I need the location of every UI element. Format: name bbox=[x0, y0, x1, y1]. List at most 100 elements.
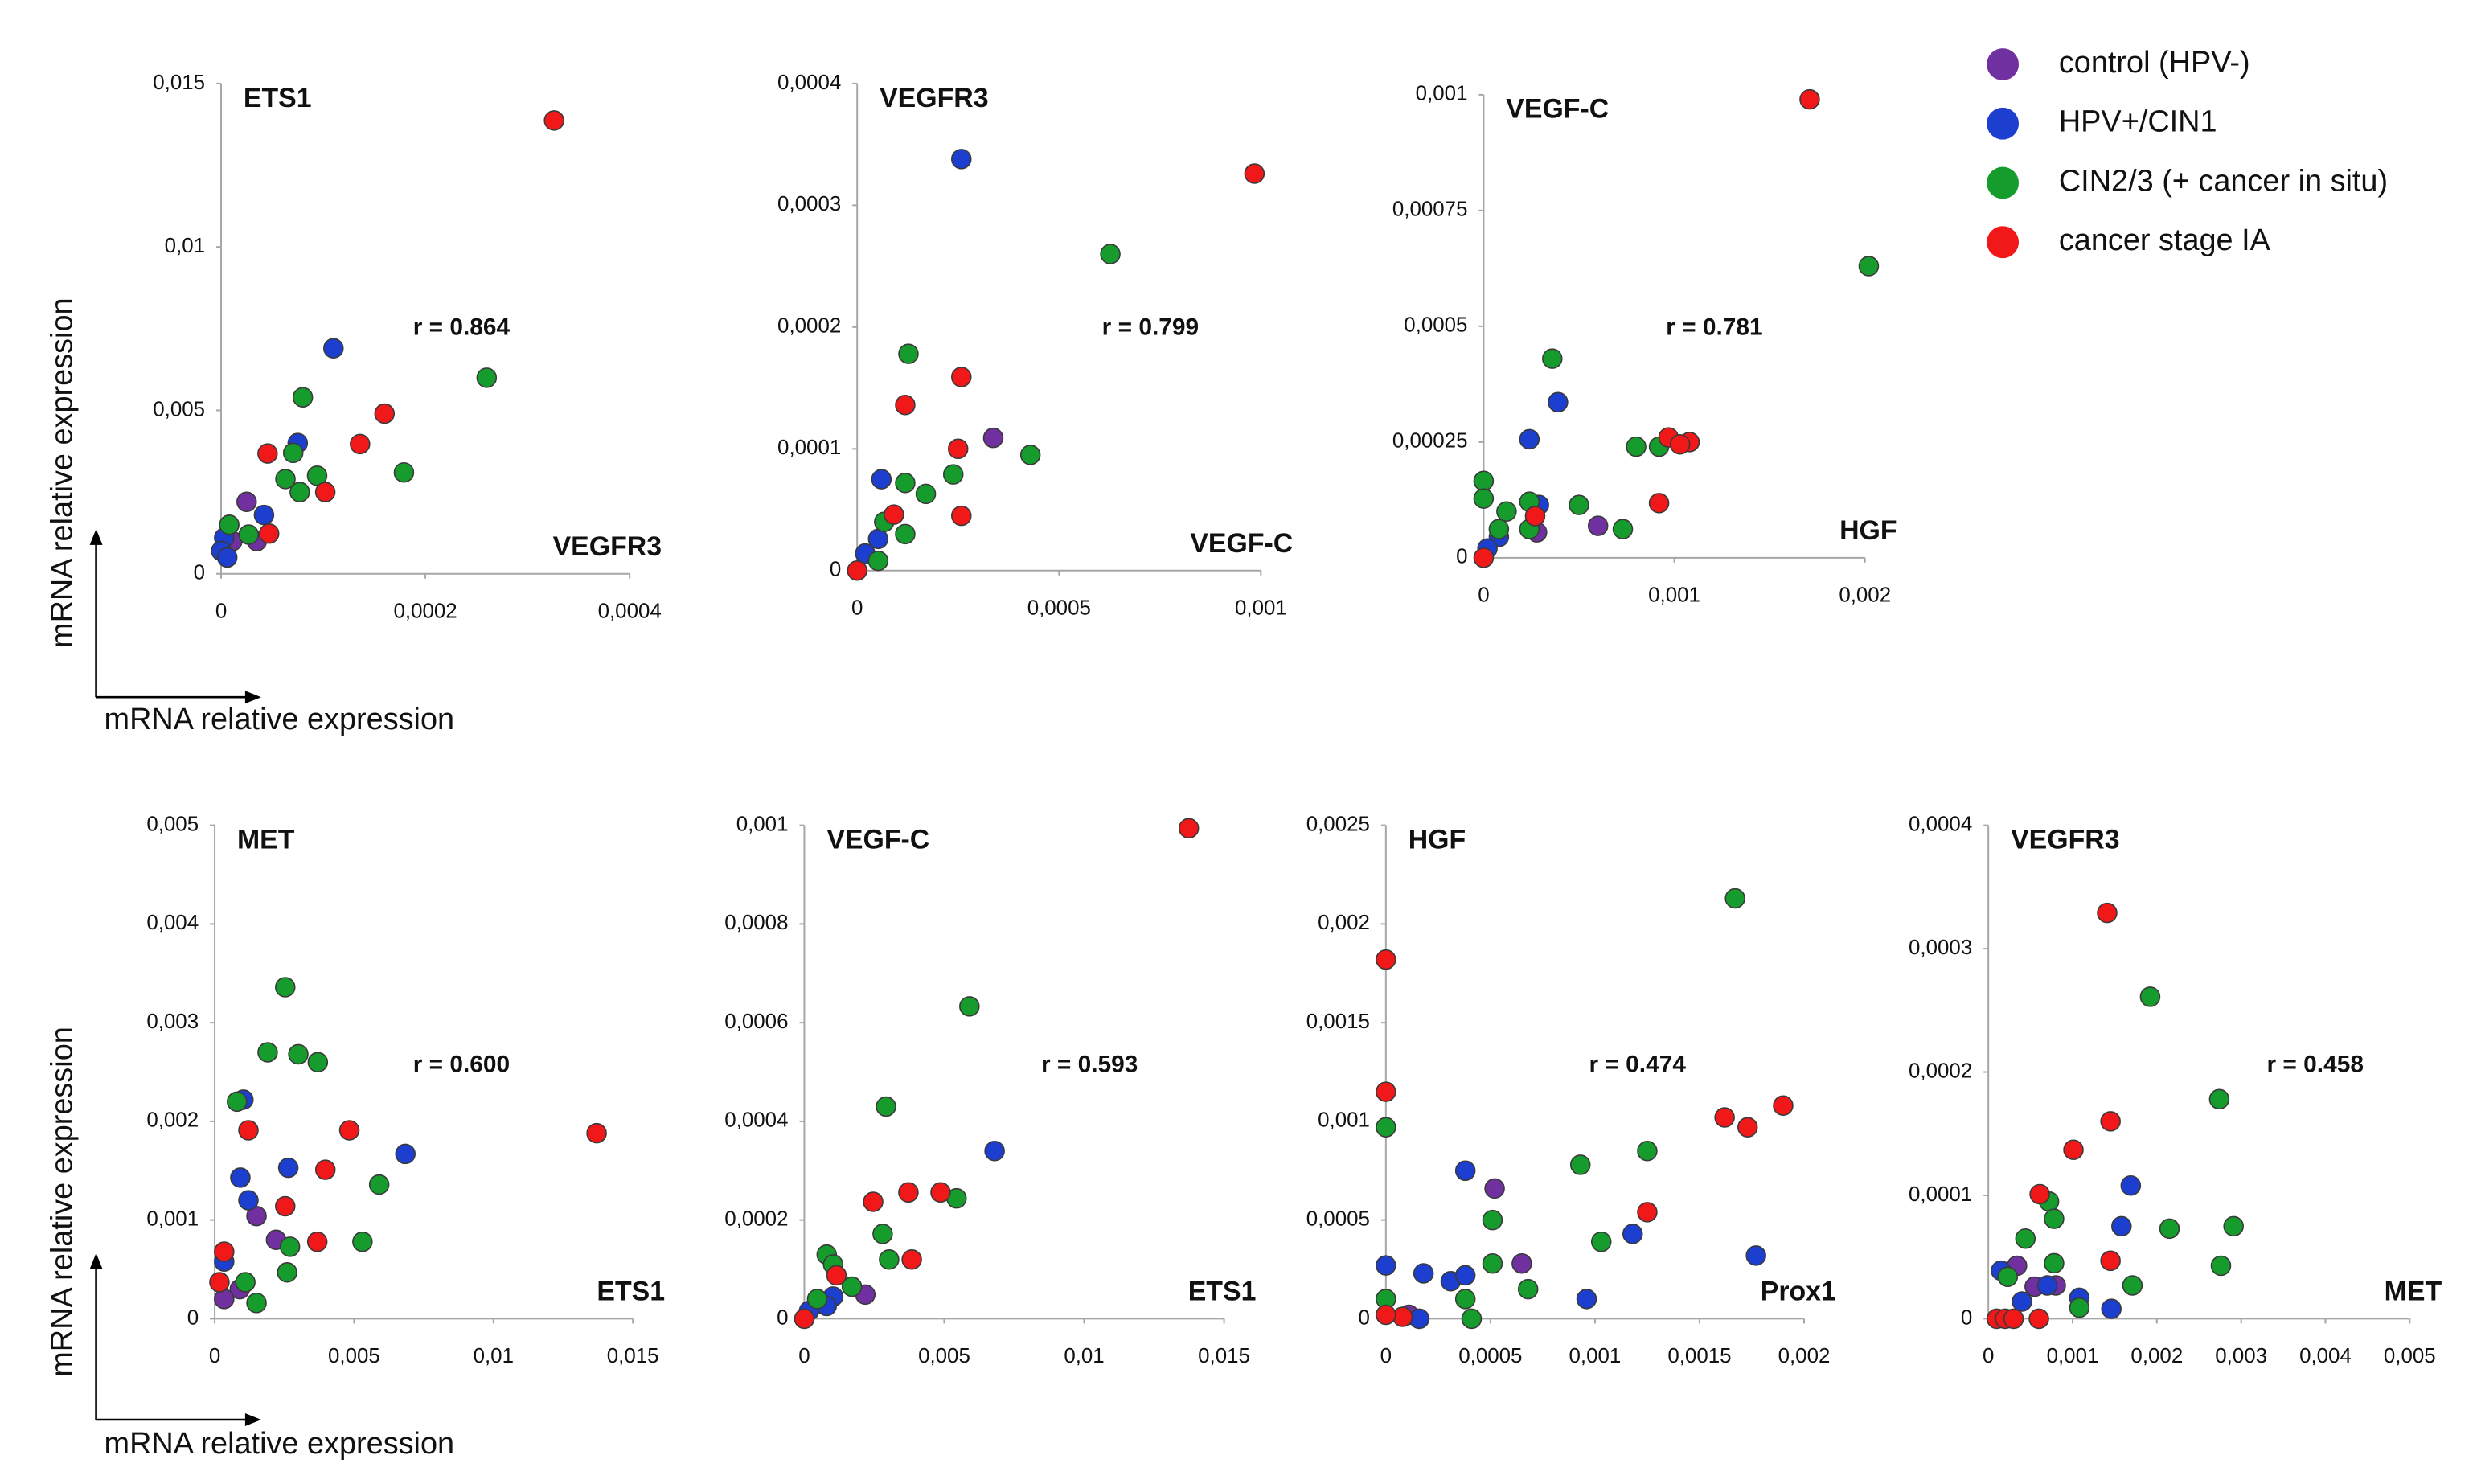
point bbox=[1569, 1154, 1591, 1175]
point bbox=[2101, 1298, 2122, 1319]
point bbox=[368, 1174, 390, 1195]
correlation: r = 0.600 bbox=[413, 1051, 510, 1077]
point bbox=[1454, 1265, 1476, 1286]
point bbox=[289, 482, 310, 502]
y-gene-label: VEGFR3 bbox=[2011, 825, 2119, 855]
y-tick-label: 0 bbox=[1456, 546, 1467, 568]
point bbox=[586, 1122, 607, 1144]
point bbox=[951, 367, 972, 387]
x-tick-label: 0,0005 bbox=[1458, 1345, 1522, 1367]
x-tick-label: 0,005 bbox=[918, 1345, 970, 1367]
y-tick-label: 0,0002 bbox=[724, 1208, 788, 1231]
y-tick-label: 0,0015 bbox=[1306, 1011, 1370, 1033]
point bbox=[258, 523, 280, 544]
point bbox=[214, 1241, 235, 1262]
point bbox=[1542, 348, 1563, 369]
point bbox=[1724, 888, 1745, 909]
y-tick-label: 0,0008 bbox=[724, 912, 788, 934]
legend-label: cancer stage IA bbox=[2059, 223, 2271, 257]
point bbox=[915, 483, 937, 505]
point bbox=[1773, 1095, 1794, 1117]
correlation: r = 0.864 bbox=[413, 314, 511, 341]
point bbox=[314, 482, 336, 502]
point bbox=[1714, 1107, 1735, 1128]
x-tick-label: 0 bbox=[1380, 1345, 1392, 1367]
point bbox=[236, 491, 257, 513]
y-tick-label: 0,002 bbox=[1318, 912, 1370, 934]
y-tick-label: 0,005 bbox=[146, 813, 199, 835]
point bbox=[1461, 1308, 1483, 1330]
point bbox=[306, 465, 328, 486]
point bbox=[895, 523, 916, 545]
scatter-panel: 0 0,001 0,002 0,003 0,004 0,005 0 0,005 0,01 0,01… bbox=[146, 813, 665, 1367]
x-gene-label: VEGFR3 bbox=[553, 531, 662, 562]
point bbox=[895, 472, 916, 494]
x-tick-label: 0 bbox=[1478, 584, 1489, 606]
y-tick-label: 0,01 bbox=[165, 235, 205, 257]
point bbox=[951, 505, 972, 527]
x-tick-label: 0 bbox=[209, 1345, 220, 1367]
correlation: r = 0.593 bbox=[1041, 1051, 1138, 1077]
y-tick-label: 0,0025 bbox=[1306, 813, 1370, 835]
y-tick-label: 0,001 bbox=[736, 813, 789, 835]
point bbox=[476, 367, 498, 388]
y-tick-label: 0,0005 bbox=[1306, 1208, 1370, 1231]
y-tick-label: 0 bbox=[1961, 1306, 1972, 1329]
point bbox=[1626, 436, 1647, 457]
y-tick-label: 0,0004 bbox=[777, 72, 841, 94]
point bbox=[2122, 1275, 2143, 1296]
point bbox=[216, 547, 238, 568]
point bbox=[292, 387, 314, 408]
legend-label: HPV+/CIN1 bbox=[2059, 105, 2217, 139]
point bbox=[1482, 1209, 1503, 1231]
y-tick-label: 0,015 bbox=[153, 72, 205, 94]
y-tick-label: 0 bbox=[194, 562, 205, 584]
point bbox=[279, 1236, 301, 1257]
x-caption: mRNA relative expression bbox=[105, 1427, 455, 1461]
point bbox=[2003, 1308, 2024, 1330]
correlation: r = 0.474 bbox=[1589, 1051, 1687, 1077]
x-tick-label: 0,001 bbox=[1235, 596, 1287, 619]
point bbox=[209, 1272, 230, 1293]
point bbox=[982, 427, 1004, 449]
legend-swatch bbox=[1987, 48, 2020, 80]
point bbox=[1244, 163, 1265, 184]
point bbox=[1569, 494, 1589, 515]
legend: control (HPV-) HPV+/CIN1 CIN2/3 (+ cancer … bbox=[1987, 46, 2388, 259]
x-tick-label: 0,005 bbox=[2384, 1345, 2436, 1367]
point bbox=[257, 443, 278, 464]
x-tick-label: 0 bbox=[798, 1345, 810, 1367]
x-tick-label: 0,01 bbox=[1064, 1345, 1104, 1367]
point bbox=[2223, 1215, 2244, 1237]
y-tick-label: 0 bbox=[830, 559, 841, 581]
point bbox=[352, 1231, 373, 1252]
point bbox=[1496, 501, 1517, 522]
point bbox=[230, 1167, 251, 1188]
y-tick-label: 0,005 bbox=[153, 398, 205, 420]
point bbox=[1019, 445, 1041, 465]
point bbox=[306, 1231, 328, 1252]
x-tick-label: 0,01 bbox=[474, 1345, 514, 1367]
y-gene-label: MET bbox=[237, 825, 295, 855]
scatter-panel: 0 0,00025 0,0005 0,00075 0,001 0 0,001 0,002 VEG… bbox=[1392, 83, 1897, 607]
point bbox=[227, 1091, 248, 1113]
point bbox=[871, 469, 892, 490]
y-gene-label: VEGF-C bbox=[1506, 94, 1609, 125]
y-tick-label: 0,0001 bbox=[1909, 1183, 1972, 1206]
x-gene-label: ETS1 bbox=[1188, 1277, 1257, 1307]
point bbox=[1473, 488, 1495, 509]
point bbox=[959, 996, 980, 1017]
x-caption: mRNA relative expression bbox=[105, 703, 455, 736]
legend-swatch bbox=[1987, 226, 2020, 259]
point bbox=[2044, 1252, 2065, 1274]
x-tick-label: 0,0005 bbox=[1027, 596, 1091, 619]
point bbox=[275, 469, 296, 490]
x-tick-label: 0,015 bbox=[1198, 1345, 1250, 1367]
x-tick-label: 0,002 bbox=[2130, 1345, 2183, 1367]
x-tick-label: 0,002 bbox=[1778, 1345, 1831, 1367]
y-gene-label: VEGFR3 bbox=[880, 83, 988, 113]
point bbox=[806, 1289, 828, 1310]
y-tick-label: 0,0004 bbox=[1909, 813, 1972, 835]
scatter-panel: 0 0,0002 0,0004 0,0006 0,0008 0,001 0 0,005 0,01… bbox=[724, 813, 1256, 1367]
